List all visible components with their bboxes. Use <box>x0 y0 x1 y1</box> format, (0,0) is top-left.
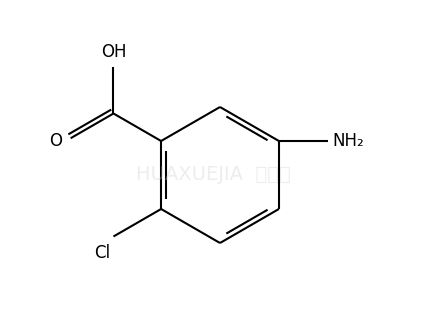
Text: NH₂: NH₂ <box>332 132 364 150</box>
Text: OH: OH <box>101 43 126 61</box>
Text: O: O <box>49 132 63 150</box>
Text: HUAXUEJIA  化学加: HUAXUEJIA 化学加 <box>135 165 291 185</box>
Text: Cl: Cl <box>94 244 110 262</box>
